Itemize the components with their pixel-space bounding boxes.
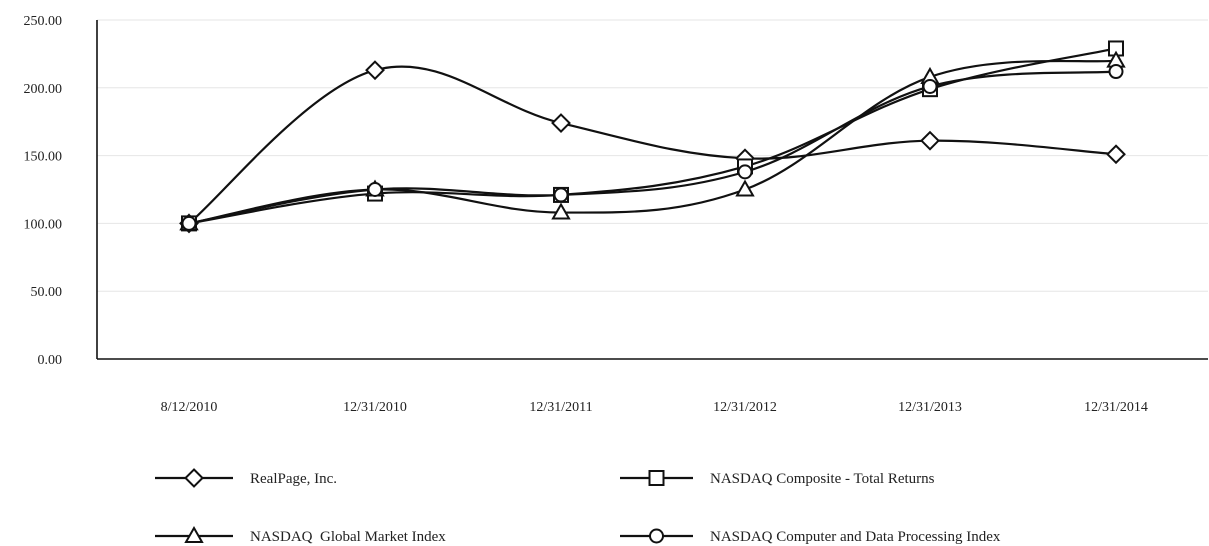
- x-tick-label: 12/31/2014: [1084, 400, 1148, 415]
- y-tick-label: 150.00: [24, 150, 63, 165]
- x-tick-label: 8/12/2010: [161, 400, 218, 415]
- series-markers: [179, 40, 1126, 234]
- data-point-circle: [737, 164, 753, 180]
- legend-label: NASDAQ Computer and Data Processing Inde…: [710, 529, 1001, 545]
- y-tick-labels: 0.00 50.00 100.00 150.00 200.00 250.00: [24, 14, 63, 368]
- x-tick-label: 12/31/2010: [343, 400, 407, 415]
- x-tick-label: 12/31/2013: [898, 400, 962, 415]
- x-tick-label: 12/31/2011: [529, 400, 592, 415]
- legend-item: NASDAQ Global Market Index: [155, 525, 446, 545]
- data-point-circle: [367, 182, 383, 197]
- y-tick-label: 200.00: [24, 82, 63, 97]
- data-point-diamond: [551, 113, 571, 133]
- legend-label: NASDAQ Composite - Total Returns: [710, 471, 935, 487]
- data-point-circle: [1108, 64, 1124, 80]
- data-point-triangle: [735, 179, 755, 197]
- series-line-diamond: [188, 65, 1117, 225]
- series-line-square: [188, 47, 1117, 225]
- legend-label: RealPage, Inc.: [250, 471, 337, 487]
- x-tick-label: 12/31/2012: [713, 400, 777, 415]
- y-tick-label: 0.00: [38, 353, 63, 368]
- data-point-diamond: [1106, 144, 1126, 165]
- data-point-diamond: [365, 60, 385, 81]
- legend-marker-circle: [649, 528, 664, 544]
- legend-item: NASDAQ Computer and Data Processing Inde…: [620, 528, 1001, 545]
- data-point-circle: [922, 78, 938, 94]
- series-lines: [188, 47, 1117, 225]
- y-tick-label: 50.00: [31, 285, 63, 300]
- legend: RealPage, Inc. NASDAQ Composite - Total R…: [155, 468, 1001, 545]
- data-point-triangle: [551, 202, 571, 220]
- legend-label: NASDAQ Global Market Index: [250, 529, 446, 545]
- legend-marker-diamond: [184, 468, 204, 488]
- data-point-circle: [553, 187, 569, 203]
- legend-item: RealPage, Inc.: [155, 468, 337, 488]
- data-point-diamond: [920, 130, 940, 151]
- x-tick-labels: 8/12/2010 12/31/2010 12/31/2011 12/31/2012 1…: [161, 400, 1148, 415]
- legend-marker-square: [648, 470, 665, 486]
- grid: [97, 19, 1208, 292]
- y-tick-label: 250.00: [24, 14, 63, 29]
- legend-item: NASDAQ Composite - Total Returns: [620, 470, 935, 487]
- axes: [96, 20, 1208, 360]
- data-point-circle: [181, 215, 197, 231]
- series-line-circle: [188, 70, 1117, 225]
- legend-marker-triangle: [184, 525, 204, 543]
- y-tick-label: 100.00: [24, 217, 63, 232]
